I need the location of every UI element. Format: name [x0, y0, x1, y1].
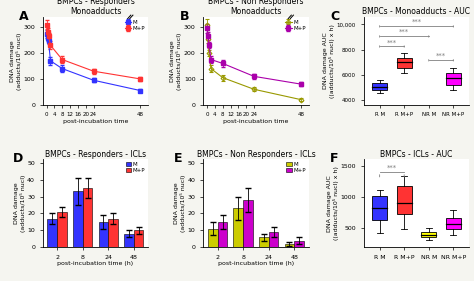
Text: B: B	[180, 10, 190, 23]
Text: F: F	[330, 152, 338, 165]
Bar	[446, 73, 461, 85]
Text: ***: ***	[387, 39, 397, 45]
Bar	[234, 209, 243, 247]
Bar	[372, 83, 387, 90]
Bar	[57, 212, 67, 247]
X-axis label: post-incubation time: post-incubation time	[223, 119, 289, 124]
Bar	[372, 196, 387, 220]
Bar	[294, 241, 304, 247]
Bar	[269, 232, 278, 247]
Bar	[134, 230, 144, 247]
Y-axis label: DNA damage
(adducts/10⁵ nucl): DNA damage (adducts/10⁵ nucl)	[10, 32, 22, 90]
Bar	[73, 191, 82, 247]
Text: ***: ***	[399, 29, 409, 35]
X-axis label: post-incubation time (h): post-incubation time (h)	[57, 261, 134, 266]
Legend: M, M+P: M, M+P	[125, 20, 146, 31]
Bar	[421, 232, 436, 237]
Bar	[397, 186, 411, 214]
Bar	[99, 222, 108, 247]
Title: BMPCs - Monoadducts - AUC: BMPCs - Monoadducts - AUC	[363, 7, 471, 16]
Title: BMPCs - Non Responders - ICLs: BMPCs - Non Responders - ICLs	[197, 149, 315, 158]
Title: BMPCs - Non Responders
Monoadducts: BMPCs - Non Responders Monoadducts	[208, 0, 304, 16]
Bar	[208, 229, 218, 247]
Y-axis label: DNA damage AUC
((adducts/10⁵ nucl) x h): DNA damage AUC ((adducts/10⁵ nucl) x h)	[323, 24, 336, 98]
Y-axis label: DNA damage
(adducts/10⁵ nucl): DNA damage (adducts/10⁵ nucl)	[170, 32, 182, 90]
Text: ***: ***	[411, 19, 421, 25]
X-axis label: post-incubation time (h): post-incubation time (h)	[218, 261, 294, 266]
Text: ***: ***	[436, 53, 446, 59]
Bar	[124, 234, 134, 247]
Legend: M, M+P: M, M+P	[286, 162, 306, 173]
Bar	[421, 107, 436, 112]
Bar	[82, 188, 92, 247]
Text: C: C	[330, 10, 339, 23]
Text: A: A	[19, 10, 29, 23]
Bar	[259, 237, 269, 247]
Y-axis label: DNA damage
(adducts/10⁵ nucl): DNA damage (adducts/10⁵ nucl)	[174, 175, 186, 232]
Title: BMPCs - Responders - ICLs: BMPCs - Responders - ICLs	[45, 149, 146, 158]
Bar	[218, 222, 228, 247]
Legend: M, M+P: M, M+P	[126, 162, 146, 173]
Bar	[397, 58, 411, 68]
Y-axis label: DNA damage AUC
((adducts/10⁵ nucl) x h): DNA damage AUC ((adducts/10⁵ nucl) x h)	[327, 166, 339, 240]
Text: E: E	[173, 152, 182, 165]
Y-axis label: DNA damage
(adducts/10⁵ nucl): DNA damage (adducts/10⁵ nucl)	[14, 175, 26, 232]
X-axis label: post-incubation time: post-incubation time	[63, 119, 128, 124]
Legend: M, M+P: M, M+P	[285, 20, 306, 31]
Bar	[47, 219, 57, 247]
Bar	[284, 244, 294, 247]
Bar	[108, 219, 118, 247]
Bar	[243, 200, 253, 247]
Bar	[446, 218, 461, 229]
Text: D: D	[13, 152, 23, 165]
Title: BMPCs - ICLs - AUC: BMPCs - ICLs - AUC	[380, 149, 453, 158]
Text: ***: ***	[387, 165, 397, 171]
Title: BMPCs - Responders
Monoadducts: BMPCs - Responders Monoadducts	[56, 0, 135, 16]
